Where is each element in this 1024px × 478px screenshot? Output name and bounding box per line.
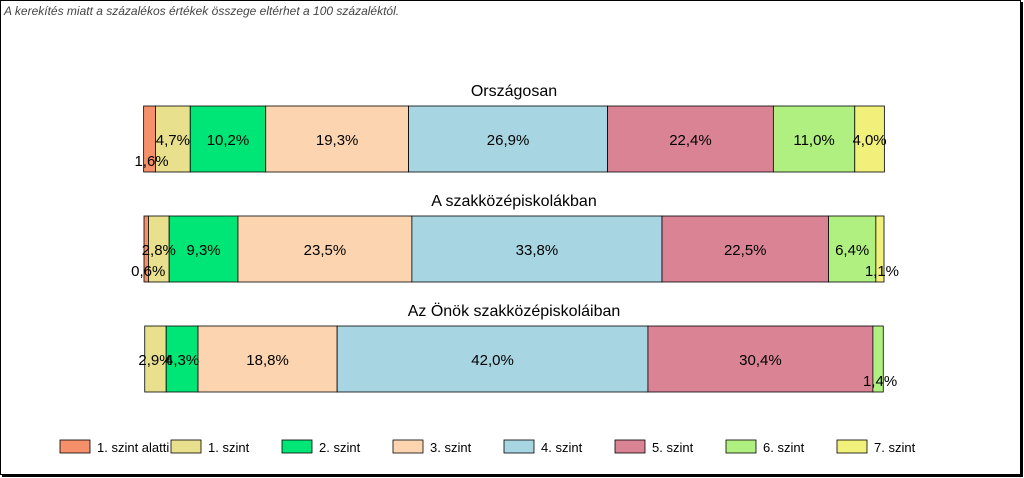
legend-label-3: 3. szint	[430, 440, 472, 455]
legend-swatch-4	[503, 439, 535, 454]
bar-segment-1-7	[875, 215, 885, 283]
data-label-1-4: 33,8%	[516, 242, 559, 259]
legend-label-6: 6. szint	[763, 440, 805, 455]
bar-title-0: Országosan	[471, 83, 557, 100]
bar-segment-1-6	[828, 215, 877, 283]
legend-swatch-2	[281, 439, 313, 454]
data-label-1-7: 1,1%	[865, 263, 899, 280]
legend-swatch-3	[392, 439, 424, 454]
data-label-0-7: 4,0%	[852, 132, 886, 149]
legend-swatch-6	[725, 439, 757, 454]
bar-segment-2-6	[872, 325, 884, 393]
legend-swatch-7	[836, 439, 868, 454]
data-label-2-5: 30,4%	[739, 352, 782, 369]
legend-swatch-1	[170, 439, 202, 454]
data-label-2-1: 2,9%	[138, 352, 172, 369]
legend-label-4: 4. szint	[541, 440, 583, 455]
data-label-1-1: 2,8%	[142, 242, 176, 259]
legend-label-2: 2. szint	[319, 440, 361, 455]
bar-segment-1-4	[411, 215, 663, 283]
bar-segment-0-3	[265, 105, 409, 173]
legend-label-7: 7. szint	[874, 440, 916, 455]
data-label-0-1: 4,7%	[156, 132, 190, 149]
legend-swatch-5	[614, 439, 646, 454]
data-label-0-4: 26,9%	[487, 132, 530, 149]
data-label-0-0: 1,6%	[134, 153, 168, 170]
data-label-0-5: 22,4%	[669, 132, 712, 149]
data-label-1-3: 23,5%	[304, 242, 347, 259]
legend-label-5: 5. szint	[652, 440, 694, 455]
bar-segment-2-4	[336, 325, 649, 393]
rounding-note: A kerekítés miatt a százalékos értékek ö…	[4, 4, 400, 18]
data-label-1-0: 0,6%	[131, 263, 165, 280]
bar-segment-1-5	[661, 215, 829, 283]
data-label-2-2: 4,3%	[165, 352, 199, 369]
data-label-0-3: 19,3%	[316, 132, 359, 149]
legend-label-1: 1. szint	[208, 440, 250, 455]
bar-title-2: Az Önök szakközépiskoláiban	[408, 302, 621, 320]
data-label-1-2: 9,3%	[186, 242, 220, 259]
legend-swatch-0	[59, 439, 91, 454]
legend-label-0: 1. szint alatti	[97, 440, 169, 455]
bar-segment-2-5	[647, 325, 874, 393]
bar-title-1: A szakközépiskolákban	[431, 193, 596, 210]
bar-segment-0-7	[854, 105, 885, 173]
bar-segment-0-2	[189, 105, 267, 173]
data-label-1-6: 6,4%	[835, 242, 869, 259]
data-label-2-3: 18,8%	[246, 352, 289, 369]
data-label-0-2: 10,2%	[207, 132, 250, 149]
bar-segment-1-2	[168, 215, 239, 283]
bar-segment-0-4	[408, 105, 609, 173]
data-label-2-4: 42,0%	[471, 352, 514, 369]
data-label-2-6: 1,4%	[863, 373, 897, 390]
bar-segment-0-5	[607, 105, 774, 173]
data-label-1-5: 22,5%	[724, 242, 767, 259]
data-label-0-6: 11,0%	[793, 132, 834, 149]
bar-segment-0-6	[772, 105, 856, 173]
